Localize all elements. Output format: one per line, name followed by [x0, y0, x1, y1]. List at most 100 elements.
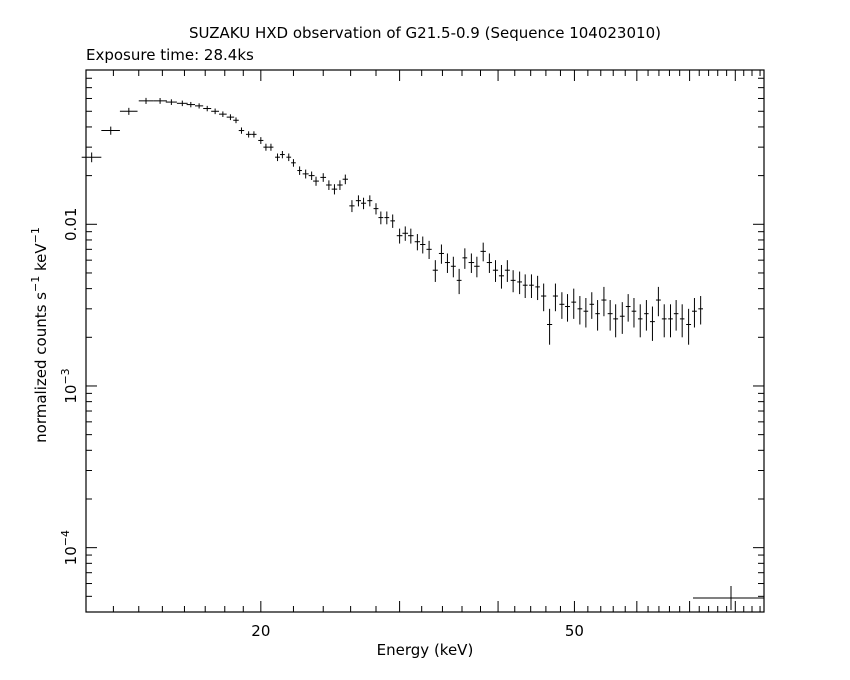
y-axis-label: normalized counts s−1 keV−1 [29, 227, 50, 443]
data-point [649, 306, 655, 341]
y-label-exp2: −1 [29, 227, 42, 243]
data-point [349, 200, 355, 213]
data-point [668, 304, 673, 338]
data-point [81, 152, 102, 163]
data-point [138, 97, 154, 104]
data-point [426, 240, 432, 259]
data-point [331, 184, 338, 195]
data-point [529, 274, 534, 299]
data-point [631, 298, 637, 328]
data-point [275, 153, 280, 162]
data-point [498, 265, 504, 289]
data-point [203, 105, 212, 112]
data-points [81, 97, 704, 345]
data-point [337, 180, 343, 190]
tick-labels: 20 50 0.01 10−3 10−4 [59, 208, 584, 640]
data-point [535, 275, 540, 301]
data-point [355, 195, 361, 207]
data-point [238, 127, 245, 134]
data-point [258, 137, 264, 144]
y-tick-label: 10−3 [59, 368, 80, 403]
chart-title: SUZAKU HXD observation of G21.5-0.9 (Seq… [189, 24, 661, 42]
data-point [571, 288, 577, 319]
x-tick-label: 50 [565, 622, 584, 640]
data-point [462, 248, 468, 269]
y-tick-label: 0.01 [62, 208, 80, 241]
data-point [673, 300, 679, 331]
data-point [211, 108, 220, 115]
data-point [504, 260, 510, 282]
data-point [194, 103, 204, 109]
data-point [226, 114, 235, 121]
data-point [655, 286, 661, 317]
data-point [601, 286, 607, 317]
data-point [559, 292, 565, 319]
data-point [302, 169, 309, 179]
data-point [474, 256, 480, 278]
data-point [517, 271, 523, 295]
y-label-base: normalized counts s [32, 292, 50, 443]
data-point [251, 131, 257, 138]
data-point [286, 153, 292, 162]
data-point [552, 283, 558, 312]
data-point [468, 253, 475, 273]
data-point [279, 150, 285, 159]
data-point [313, 176, 319, 186]
data-point [486, 253, 493, 273]
data-point [233, 117, 239, 124]
y-tick-label: 10−4 [59, 530, 80, 565]
data-point [698, 296, 704, 325]
chart-subtitle: Exposure time: 28.4ks [86, 46, 254, 64]
data-point [186, 101, 195, 108]
data-point [444, 253, 450, 273]
data-point [577, 296, 583, 325]
data-point [384, 211, 390, 225]
data-point [547, 308, 553, 345]
data-point [119, 107, 138, 115]
data-point [308, 171, 315, 180]
axis-ticks [85, 69, 764, 613]
data-point [595, 300, 600, 331]
data-point [692, 298, 697, 328]
data-point [297, 166, 302, 175]
data-point [679, 304, 685, 338]
data-point [450, 256, 456, 278]
data-point [607, 300, 613, 331]
data-point [438, 244, 444, 264]
data-point [396, 228, 403, 244]
data-point [637, 304, 643, 338]
data-point [644, 300, 649, 331]
data-point [420, 236, 426, 254]
data-point [373, 203, 379, 215]
data-point [367, 195, 373, 207]
data-point [176, 100, 188, 107]
data-point [101, 126, 120, 135]
data-point [589, 292, 595, 319]
y-label-mid: keV [32, 243, 50, 276]
data-point [326, 180, 332, 190]
data-point [378, 211, 384, 225]
data-point [625, 294, 631, 322]
data-point [291, 159, 296, 167]
data-point [268, 143, 274, 151]
plot-frame [85, 69, 765, 613]
data-point [263, 143, 269, 151]
data-point [245, 131, 252, 138]
data-point [320, 173, 327, 182]
data-point [510, 270, 516, 293]
data-point [583, 298, 589, 328]
data-point [432, 260, 438, 282]
resolution-marker [693, 586, 764, 610]
data-point [522, 274, 528, 299]
y-label-exp1: −1 [29, 276, 42, 292]
data-point [414, 234, 421, 251]
data-point [661, 304, 667, 338]
data-point [153, 98, 167, 104]
data-point [165, 99, 177, 105]
data-point [492, 260, 499, 282]
data-point [342, 174, 348, 185]
data-point [408, 228, 414, 244]
data-point [219, 111, 227, 117]
data-point [402, 226, 409, 241]
